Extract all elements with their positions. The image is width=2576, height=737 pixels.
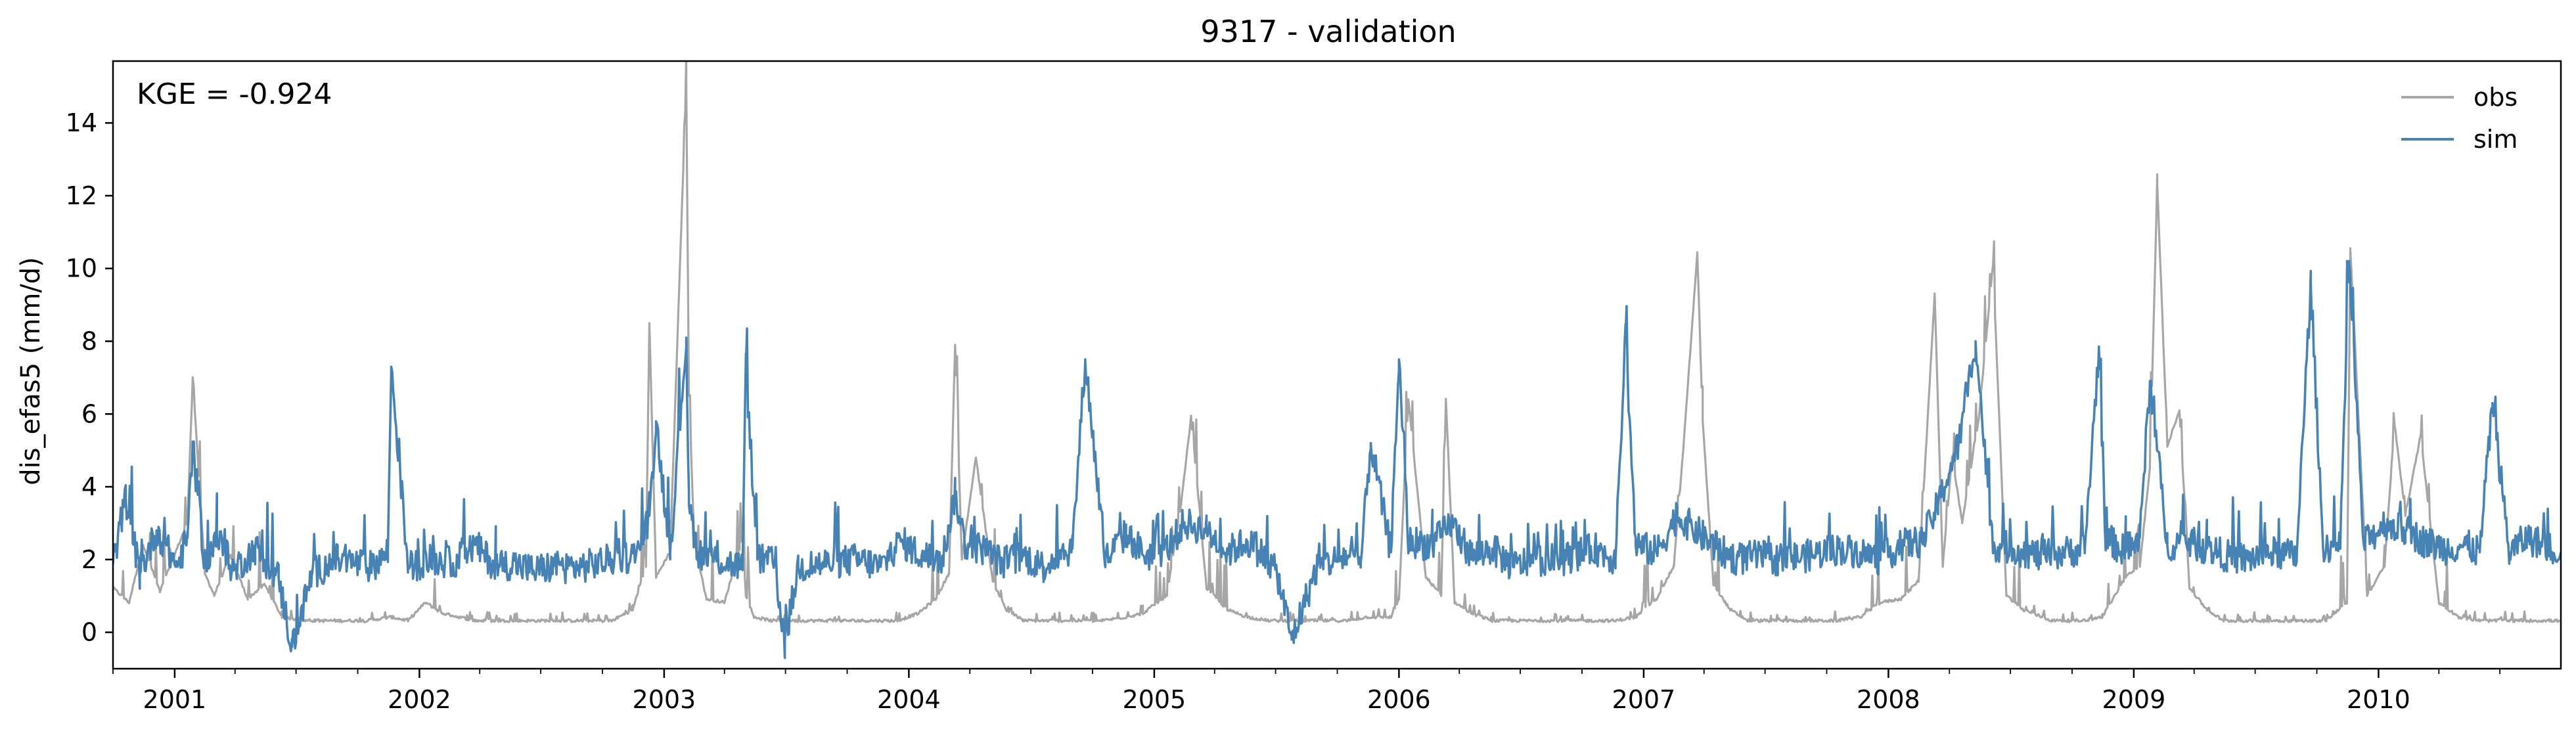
- x-tick-label: 2003: [633, 685, 696, 714]
- plot-frame: [112, 60, 2562, 670]
- x-tick-label: 2004: [877, 685, 941, 714]
- legend-label-sim: sim: [2474, 125, 2518, 154]
- x-tick-label: 2010: [2347, 685, 2410, 714]
- x-tick-label: 2005: [1123, 685, 1186, 714]
- x-tick-label: 2006: [1367, 685, 1431, 714]
- kge-annotation: KGE = -0.924: [137, 78, 332, 111]
- y-tick-label: 14: [66, 108, 97, 137]
- y-tick-label: 8: [81, 326, 97, 355]
- x-tick-label: 2007: [1612, 685, 1676, 714]
- chart-title: 9317 - validation: [1200, 14, 1456, 49]
- plot-area: 0 2 4 6 8 10 12 14 2001 2002 2003 2004 2005 2006 2007 2…: [66, 60, 2562, 714]
- y-tick-label: 12: [66, 181, 97, 210]
- x-tick-label: 2008: [1857, 685, 1920, 714]
- x-tick-label: 2001: [143, 685, 207, 714]
- y-axis-label: dis_efas5 (mm/d): [16, 257, 46, 485]
- y-tick-label: 4: [81, 472, 97, 501]
- x-tick-label: 2009: [2102, 685, 2166, 714]
- y-tick-label: 0: [81, 618, 97, 647]
- y-tick-label: 6: [81, 399, 97, 428]
- series-line-sim: [113, 259, 2561, 659]
- x-tick-label: 2002: [388, 685, 451, 714]
- y-tick-label: 2: [81, 545, 97, 574]
- legend-label-obs: obs: [2474, 83, 2518, 112]
- y-tick-label: 10: [66, 254, 97, 283]
